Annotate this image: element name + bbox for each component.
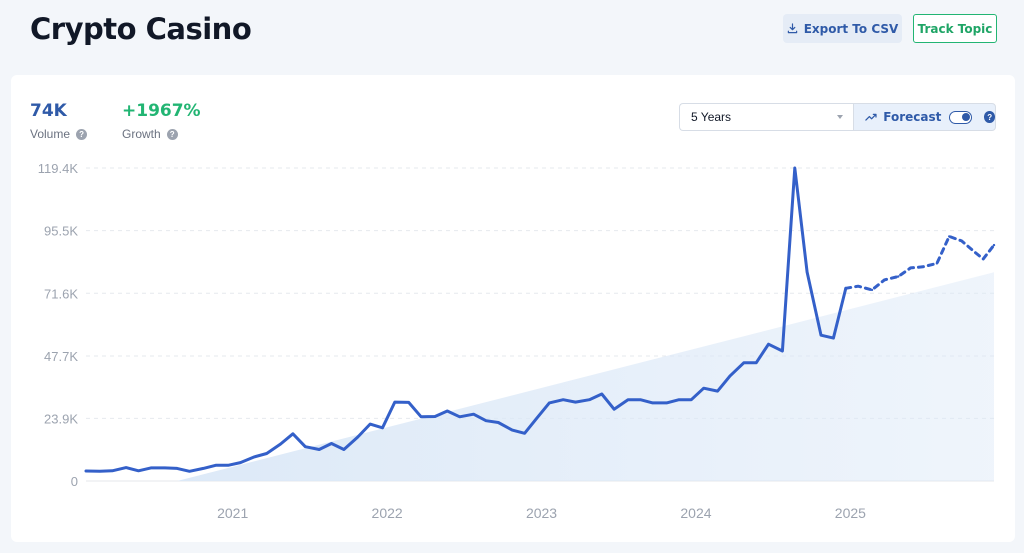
x-tick-label: 2024	[680, 505, 711, 521]
data-point	[781, 350, 783, 352]
data-point	[408, 401, 410, 403]
forecast-point	[993, 244, 995, 246]
data-point	[472, 413, 474, 415]
data-point	[292, 433, 294, 435]
data-point	[703, 387, 705, 389]
forecast-point	[922, 266, 924, 268]
data-point	[574, 401, 576, 403]
data-point	[459, 416, 461, 418]
data-point	[832, 337, 834, 339]
data-point	[125, 466, 127, 468]
x-tick-label: 2021	[217, 505, 248, 521]
data-point	[678, 399, 680, 401]
forecast-point	[883, 279, 885, 281]
data-point	[743, 362, 745, 364]
y-tick-label: 95.5K	[44, 224, 78, 239]
data-point	[369, 423, 371, 425]
data-point	[164, 467, 166, 469]
data-point	[536, 417, 538, 419]
forecast-point	[845, 287, 847, 289]
data-point	[357, 436, 359, 438]
data-point	[548, 402, 550, 404]
data-point	[434, 415, 436, 417]
data-point	[318, 448, 320, 450]
y-tick-label: 47.7K	[44, 349, 78, 364]
data-point	[227, 464, 229, 466]
data-point	[381, 427, 383, 429]
data-point	[639, 399, 641, 401]
data-point	[330, 442, 332, 444]
data-point	[111, 470, 113, 472]
data-point	[137, 470, 139, 472]
data-point	[755, 362, 757, 364]
y-tick-label: 119.4K	[38, 161, 79, 176]
data-point	[150, 467, 152, 469]
data-point	[767, 343, 769, 345]
data-point	[485, 420, 487, 422]
data-point	[690, 399, 692, 401]
x-tick-label: 2022	[372, 505, 403, 521]
data-point	[394, 401, 396, 403]
x-tick-label: 2025	[835, 505, 866, 521]
data-point	[729, 375, 731, 377]
forecast-point	[982, 258, 984, 260]
data-point	[601, 393, 603, 395]
data-point	[85, 470, 87, 472]
data-point	[613, 408, 615, 410]
data-point	[239, 461, 241, 463]
data-point	[794, 167, 796, 169]
data-point	[188, 470, 190, 472]
forecast-point	[857, 285, 859, 287]
forecast-point	[897, 275, 899, 277]
data-point	[446, 410, 448, 412]
y-tick-label: 0	[71, 474, 78, 489]
data-point	[588, 399, 590, 401]
data-point	[806, 271, 808, 273]
data-point	[497, 421, 499, 423]
forecast-point	[960, 240, 962, 242]
forecast-point	[909, 267, 911, 269]
y-tick-label: 71.6K	[44, 286, 78, 301]
forecast-point	[936, 262, 938, 264]
data-point	[266, 452, 268, 454]
data-point	[652, 402, 654, 404]
data-point	[279, 443, 281, 445]
data-point	[562, 399, 564, 401]
data-point	[627, 399, 629, 401]
data-point	[99, 470, 101, 472]
forecast-point	[948, 235, 950, 237]
data-point	[343, 448, 345, 450]
data-point	[420, 416, 422, 418]
y-tick-label: 23.9K	[44, 411, 78, 426]
data-point	[820, 334, 822, 336]
data-point	[202, 467, 204, 469]
data-point	[215, 464, 217, 466]
data-point	[716, 390, 718, 392]
data-point	[176, 467, 178, 469]
data-point	[304, 446, 306, 448]
x-tick-label: 2023	[526, 505, 557, 521]
data-point	[253, 456, 255, 458]
trend-band	[177, 272, 994, 481]
data-point	[511, 429, 513, 431]
forecast-point	[974, 252, 976, 254]
data-point	[523, 432, 525, 434]
forecast-point	[871, 289, 873, 291]
data-point	[665, 402, 667, 404]
